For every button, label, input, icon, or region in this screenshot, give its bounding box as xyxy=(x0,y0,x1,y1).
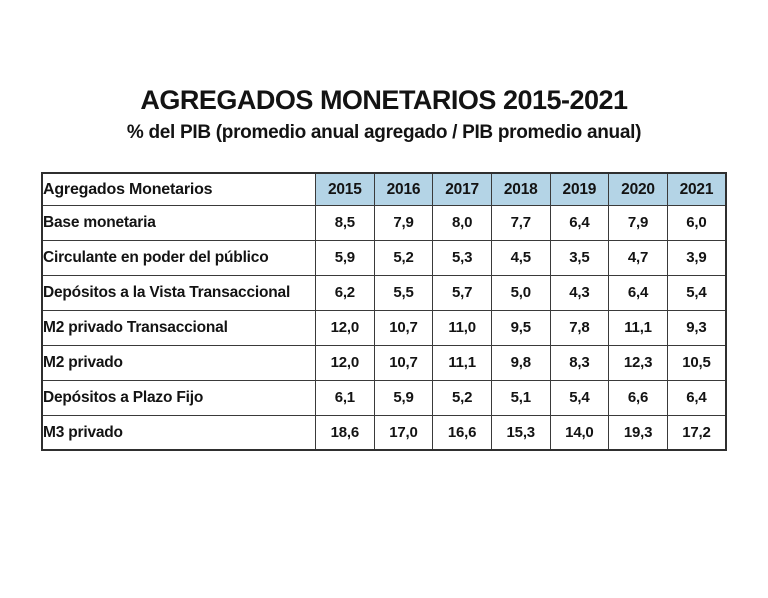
value-cell: 6,1 xyxy=(315,379,375,416)
value-cell: 7,7 xyxy=(490,204,551,241)
value-cell: 6,0 xyxy=(666,204,727,241)
value-cell: 4,7 xyxy=(608,239,668,276)
value-cell: 3,5 xyxy=(549,239,610,276)
value-cell: 5,9 xyxy=(315,239,375,276)
value-cell: 6,2 xyxy=(315,274,375,311)
table-row: Depósitos a la Vista Transaccional 6,2 5,5… xyxy=(41,274,727,311)
chart-subtitle: % del PIB (promedio anual agregado / PIB… xyxy=(126,122,642,144)
value-cell: 12,0 xyxy=(315,344,375,381)
value-cell: 19,3 xyxy=(608,414,668,451)
value-cell: 5,1 xyxy=(490,379,551,416)
value-cell: 11,1 xyxy=(608,309,668,346)
table-row: Base monetaria 8,5 7,9 8,0 7,7 6,4 7,9 6,0 xyxy=(41,204,727,241)
table-header-row: Agregados Monetarios 2015 2016 2017 2018 2019… xyxy=(41,172,727,206)
row-label: Base monetaria xyxy=(41,204,316,241)
year-header-2021: 2021 xyxy=(666,172,727,206)
value-cell: 5,7 xyxy=(432,274,492,311)
year-header-2016: 2016 xyxy=(373,172,434,206)
value-cell: 5,9 xyxy=(373,379,434,416)
table-row: Depósitos a Plazo Fijo 6,1 5,9 5,2 5,1 5,4 6,6… xyxy=(41,379,727,416)
value-cell: 11,0 xyxy=(432,309,492,346)
value-cell: 9,5 xyxy=(490,309,551,346)
value-cell: 17,2 xyxy=(666,414,727,451)
value-cell: 4,5 xyxy=(490,239,551,276)
year-header-2015: 2015 xyxy=(315,172,375,206)
value-cell: 10,7 xyxy=(373,309,434,346)
year-header-2018: 2018 xyxy=(490,172,551,206)
value-cell: 7,8 xyxy=(549,309,610,346)
value-cell: 8,0 xyxy=(432,204,492,241)
value-cell: 10,5 xyxy=(666,344,727,381)
table-row: Circulante en poder del público 5,9 5,2 5,3… xyxy=(41,239,727,276)
table-header: Agregados Monetarios 2015 2016 2017 2018 2019… xyxy=(41,172,727,206)
value-cell: 7,9 xyxy=(373,204,434,241)
value-cell: 7,9 xyxy=(608,204,668,241)
value-cell: 5,2 xyxy=(432,379,492,416)
row-label: Depósitos a la Vista Transaccional xyxy=(41,274,316,311)
monetary-aggregates-table: Agregados Monetarios 2015 2016 2017 2018 2019… xyxy=(41,172,727,452)
value-cell: 6,4 xyxy=(549,204,610,241)
year-header-2019: 2019 xyxy=(549,172,610,206)
value-cell: 5,2 xyxy=(373,239,434,276)
value-cell: 16,6 xyxy=(432,414,492,451)
table-row: M2 privado 12,0 10,7 11,1 9,8 8,3 12,3 10,5 xyxy=(41,344,727,381)
value-cell: 5,4 xyxy=(666,274,727,311)
year-header-2017: 2017 xyxy=(432,172,492,206)
value-cell: 8,5 xyxy=(315,204,375,241)
value-cell: 9,3 xyxy=(666,309,727,346)
value-cell: 15,3 xyxy=(490,414,551,451)
value-cell: 3,9 xyxy=(666,239,727,276)
value-cell: 6,4 xyxy=(608,274,668,311)
value-cell: 17,0 xyxy=(373,414,434,451)
value-cell: 6,4 xyxy=(666,379,727,416)
value-cell: 8,3 xyxy=(549,344,610,381)
table-corner-header: Agregados Monetarios xyxy=(41,172,316,206)
row-label: Depósitos a Plazo Fijo xyxy=(41,379,316,416)
value-cell: 4,3 xyxy=(549,274,610,311)
value-cell: 12,0 xyxy=(315,309,375,346)
table-row: M2 privado Transaccional 12,0 10,7 11,0 9,5 7… xyxy=(41,309,727,346)
value-cell: 5,5 xyxy=(373,274,434,311)
chart-title: AGREGADOS MONETARIOS 2015-2021 xyxy=(140,85,628,115)
value-cell: 5,3 xyxy=(432,239,492,276)
table-body: Base monetaria 8,5 7,9 8,0 7,7 6,4 7,9 6,0 Circu… xyxy=(41,204,727,451)
value-cell: 6,6 xyxy=(608,379,668,416)
table-row: M3 privado 18,6 17,0 16,6 15,3 14,0 19,3 17,2 xyxy=(41,414,727,451)
value-cell: 14,0 xyxy=(549,414,610,451)
value-cell: 5,0 xyxy=(490,274,551,311)
value-cell: 18,6 xyxy=(315,414,375,451)
value-cell: 9,8 xyxy=(490,344,551,381)
row-label: M3 privado xyxy=(41,414,316,451)
value-cell: 12,3 xyxy=(608,344,668,381)
monetary-aggregates-infographic: AGREGADOS MONETARIOS 2015-2021 % del PIB… xyxy=(0,86,768,598)
row-label: M2 privado xyxy=(41,344,316,381)
value-cell: 10,7 xyxy=(373,344,434,381)
value-cell: 11,1 xyxy=(432,344,492,381)
value-cell: 5,4 xyxy=(549,379,610,416)
row-label: Circulante en poder del público xyxy=(41,239,316,276)
year-header-2020: 2020 xyxy=(608,172,668,206)
row-label: M2 privado Transaccional xyxy=(41,309,316,346)
